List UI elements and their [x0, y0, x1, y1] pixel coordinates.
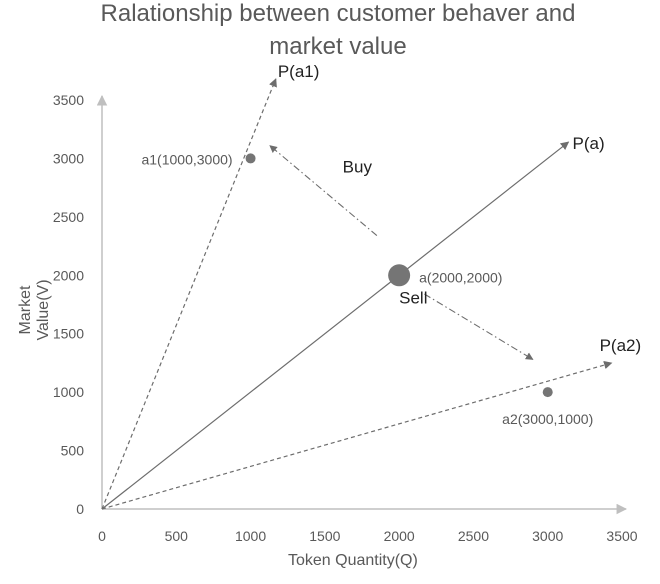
ray-label: P(a2): [600, 336, 642, 355]
x-tick-label: 500: [165, 528, 189, 544]
y-tick-label: 2500: [53, 209, 84, 225]
x-tick-label: 2000: [384, 528, 415, 544]
y-tick-label: 3500: [53, 92, 84, 108]
data-point: [245, 153, 256, 164]
movement-label: Sell: [399, 288, 427, 307]
ray-line: [101, 360, 613, 510]
x-tick-label: 1000: [235, 528, 266, 544]
movement-arrow: [424, 293, 534, 360]
y-axis-title: Market Value(V): [17, 279, 52, 341]
movement-label: Buy: [343, 157, 373, 176]
ray-line: [101, 141, 570, 510]
y-tick-label: 1000: [53, 384, 84, 400]
chart-title-line-2: market value: [269, 33, 407, 60]
x-axis-title: Token Quantity(Q): [288, 552, 418, 569]
x-tick-label: 1500: [309, 528, 340, 544]
data-point: [388, 264, 411, 287]
x-tick-label: 3500: [606, 528, 637, 544]
y-tick-label: 2000: [53, 267, 84, 283]
point-label: a(2000,2000): [419, 269, 502, 285]
x-tick-label: 0: [98, 528, 106, 544]
y-tick-label: 1500: [53, 326, 84, 342]
chart-title-line-1: Ralationship between customer behaver an…: [100, 0, 576, 27]
ray-label: P(a): [573, 134, 605, 153]
data-point: [542, 387, 553, 398]
movement-arrow: [269, 145, 378, 236]
y-tick-label: 500: [61, 443, 85, 459]
x-tick-label: 2500: [458, 528, 489, 544]
y-tick-label: 3000: [53, 150, 84, 166]
x-tick-label: 3000: [532, 528, 563, 544]
ray-label: P(a1): [278, 62, 320, 81]
ray-line: [101, 78, 277, 510]
point-label: a1(1000,3000): [141, 151, 232, 167]
point-label: a2(3000,1000): [502, 411, 593, 427]
y-tick-label: 0: [76, 501, 84, 517]
